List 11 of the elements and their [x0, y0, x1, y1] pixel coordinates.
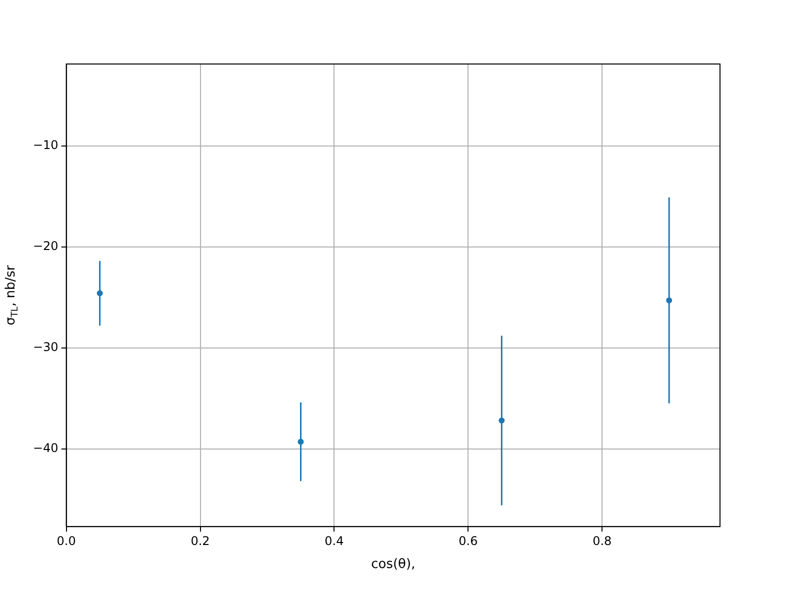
x-tick-label: 0.2: [190, 534, 210, 548]
x-tick-label: 0.8: [592, 534, 612, 548]
x-tick-label: 0.6: [458, 534, 478, 548]
y-tick-label: −20: [32, 238, 58, 253]
x-tick-label: 0.0: [56, 534, 76, 548]
y-tick-label: −10: [32, 138, 58, 152]
y-tick-label: −40: [32, 440, 58, 455]
y-axis-title: σTL, nb/sr: [4, 264, 21, 326]
x-axis-title: cos(θ),: [371, 556, 416, 572]
x-tick-label: 0.4: [324, 534, 344, 548]
y-tick-label: −30: [32, 340, 58, 354]
